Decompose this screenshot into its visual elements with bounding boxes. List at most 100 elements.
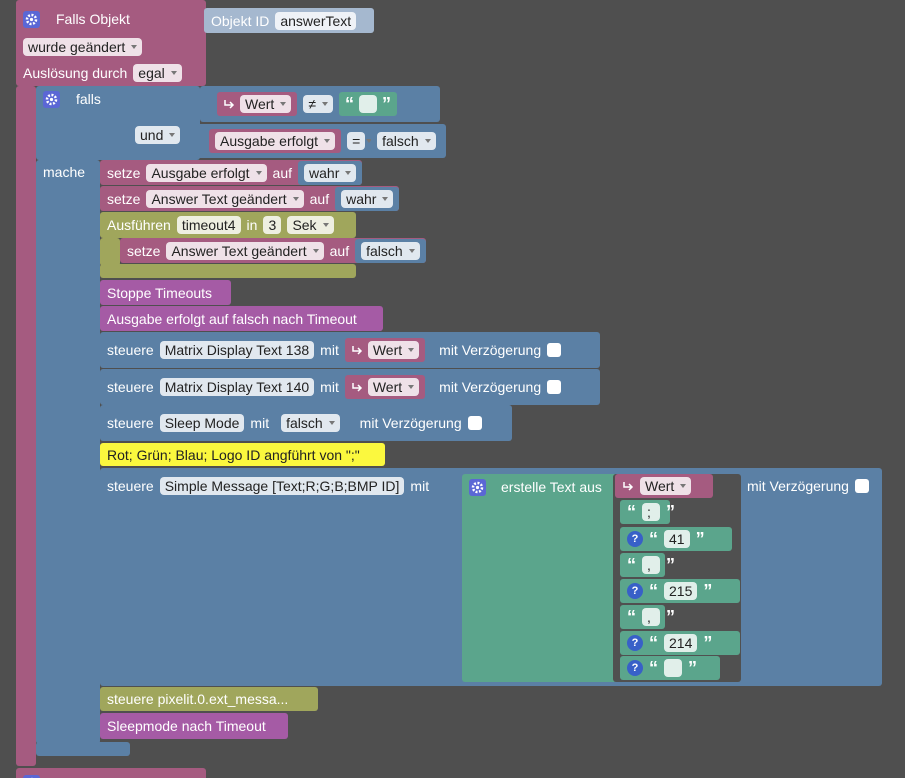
caret xyxy=(345,170,352,175)
label: Auslösung durch xyxy=(23,65,128,81)
field-text: falsch xyxy=(382,133,419,149)
dropdown[interactable]: wahr xyxy=(304,163,357,182)
arrow-icon xyxy=(224,100,235,109)
caret xyxy=(680,484,687,488)
dropdown[interactable]: Sek xyxy=(287,216,334,234)
field-text: Simple Message [Text;R;G;B;BMP ID] xyxy=(164,478,400,494)
dropdown[interactable]: Wert xyxy=(640,477,692,495)
field-text: 41 xyxy=(669,531,685,547)
control-row: steuere Simple Message [Text;R;G;B;BMP ID… xyxy=(100,468,462,504)
field: Simple Message [Text;R;G;B;BMP ID] xyxy=(159,477,405,495)
field-text: egal xyxy=(138,65,165,81)
label: in xyxy=(246,217,258,233)
field-text: falsch xyxy=(286,415,323,431)
field-text: Ausgabe erfolgt xyxy=(151,164,250,181)
compare-block: Ausgabe erfolgt = falsch xyxy=(196,124,446,158)
label: Ausgabe erfolgt auf falsch nach Timeout xyxy=(107,310,357,327)
field: timeout4 xyxy=(176,216,241,234)
checkbox[interactable] xyxy=(547,380,562,394)
label: Falls Objekt xyxy=(56,774,130,778)
field-text: ≠ xyxy=(308,96,316,112)
caret xyxy=(382,196,389,201)
help-icon: ? xyxy=(627,583,643,599)
if-row: falls xyxy=(36,86,130,112)
dropdown[interactable]: und xyxy=(135,126,181,144)
dropdown[interactable]: Wert xyxy=(367,341,420,359)
checkbox[interactable] xyxy=(467,416,482,430)
if-spine xyxy=(36,160,100,744)
label: falls xyxy=(76,91,101,107)
dropdown[interactable]: wahr xyxy=(341,189,394,208)
label: setze xyxy=(127,242,161,259)
dropdown[interactable]: egal xyxy=(133,64,182,82)
checkbox[interactable] xyxy=(854,479,869,493)
value-block: wahr xyxy=(298,160,363,185)
dropdown[interactable]: falsch xyxy=(281,414,340,432)
dropdown[interactable]: Ausgabe erfolgt xyxy=(215,132,336,150)
label: Ausführen xyxy=(107,217,171,233)
quote: ” xyxy=(666,555,675,575)
dropdown[interactable]: falsch xyxy=(361,241,420,260)
field: Matrix Display Text 140 xyxy=(159,378,315,396)
value-block: Wert xyxy=(344,375,426,399)
event-row: Auslösung durch egal xyxy=(16,61,206,85)
event-spine xyxy=(16,86,36,766)
dropdown[interactable]: Ausgabe erfolgt xyxy=(146,163,267,182)
help-icon: ? xyxy=(627,531,643,547)
variable-block: Wert xyxy=(615,474,713,498)
value-block: wahr xyxy=(335,186,400,211)
quote: ” xyxy=(666,502,675,522)
arrow-icon xyxy=(352,383,362,392)
field-text: , xyxy=(647,557,651,573)
field-text: Ausgabe erfolgt xyxy=(220,133,319,149)
event-block: Falls Objekt xyxy=(16,768,206,778)
caret xyxy=(292,196,299,201)
if-block xyxy=(36,86,200,160)
label: mit Verzögerung xyxy=(359,415,462,431)
value-block: falsch xyxy=(275,411,346,435)
field: 41 xyxy=(664,530,690,548)
empty-field[interactable] xyxy=(359,95,377,113)
field-text: wahr xyxy=(346,190,377,207)
caret xyxy=(169,133,176,137)
dropdown[interactable]: wurde geändert xyxy=(23,38,143,56)
label: mit Verzögerung xyxy=(439,379,542,395)
dropdown[interactable]: ≠ xyxy=(303,95,333,113)
dropdown[interactable]: falsch xyxy=(377,132,436,150)
field-text: 215 xyxy=(669,583,693,599)
field-text: Wert xyxy=(372,379,403,395)
field: answerText xyxy=(275,11,357,30)
checkbox[interactable] xyxy=(547,343,562,357)
caret xyxy=(280,102,287,106)
quote: “ xyxy=(649,581,658,601)
dropdown[interactable]: Answer Text geändert xyxy=(146,189,304,208)
value-block: Wert xyxy=(344,338,426,362)
set-block: setze Answer Text geändert auf wahr xyxy=(100,186,400,211)
text-block: “; ” xyxy=(620,500,675,524)
gear-icon xyxy=(23,774,40,778)
quote: ” xyxy=(666,607,675,627)
dropdown[interactable]: Answer Text geändert xyxy=(166,241,324,260)
and-row: und xyxy=(128,122,198,148)
control-block: steuere Matrix Display Text 138 mit Wert mit… xyxy=(100,332,600,368)
timeout-spine xyxy=(100,238,120,266)
empty-field[interactable] xyxy=(664,659,682,677)
value-block: Wert xyxy=(217,92,298,116)
quote: ” xyxy=(703,581,713,601)
field-text: Wert xyxy=(645,478,675,494)
caret xyxy=(255,170,262,175)
join-row: erstelle Text aus xyxy=(462,474,612,500)
gear-icon xyxy=(469,478,486,496)
dropdown[interactable]: = xyxy=(347,132,373,150)
caret xyxy=(408,248,415,253)
dropdown[interactable]: Wert xyxy=(240,95,292,113)
caret xyxy=(366,139,373,143)
dropdown[interactable]: Wert xyxy=(367,378,420,396)
label: steuere xyxy=(107,342,154,358)
label: steuere xyxy=(107,415,154,431)
field-text: Matrix Display Text 140 xyxy=(164,379,310,395)
quote: ” xyxy=(688,658,697,678)
caret xyxy=(322,223,329,227)
value-block: “” xyxy=(339,92,397,116)
